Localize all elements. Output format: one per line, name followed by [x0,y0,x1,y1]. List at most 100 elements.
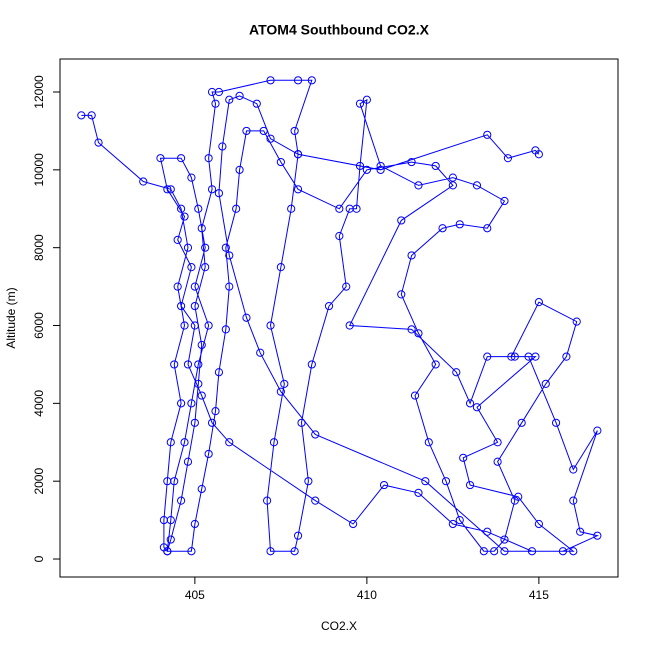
data-point [77,111,86,120]
data-point [166,185,175,194]
data-point [483,130,492,139]
data-point [173,235,182,244]
data-point [362,165,371,174]
data-point [197,484,206,494]
y-tick-label: 2000 [32,468,46,495]
data-point [163,185,172,194]
data-point [379,480,389,490]
data-point [280,379,289,388]
data-point [225,95,234,104]
data-point [176,154,186,163]
data-point [218,142,227,151]
data-point [293,76,303,85]
data-point [287,204,296,213]
data-point [355,161,365,171]
data-point [204,154,213,163]
data-point [503,154,513,163]
data-point [266,547,275,556]
data-point [156,154,165,163]
data-point [242,313,251,322]
data-point [170,360,179,369]
data-point [180,212,189,221]
data-point [507,352,516,361]
data-point [593,531,602,540]
data-point [472,403,482,412]
data-point [194,379,203,388]
data-point [170,477,179,486]
data-point [290,547,299,556]
data-point [176,496,186,505]
data-point [534,519,543,529]
data-point [517,418,526,427]
data-point [214,189,224,198]
data-point [183,360,193,369]
data-point [232,204,241,213]
data-point [242,126,251,136]
data-point [465,480,475,490]
chart-title: ATOM4 Southbound CO2.X [249,22,430,38]
data-point [276,157,285,167]
data-point [355,99,365,108]
data-point [166,516,175,525]
y-tick-label: 10000 [32,153,46,187]
data-point [493,438,502,447]
data-point [269,438,279,447]
data-point [187,263,196,272]
data-point [293,150,303,159]
data-point [183,243,193,252]
data-point [407,157,416,167]
data-point [225,282,234,291]
data-point [256,348,265,357]
data-point [311,430,320,439]
data-point [214,368,224,377]
data-point [311,496,320,505]
data-point [483,527,492,536]
data-point [541,379,550,388]
data-point [214,87,224,97]
data-point [293,531,303,540]
x-tick-label: 415 [529,588,549,602]
data-point [414,181,423,190]
data-point [176,399,186,408]
data-point [531,352,540,361]
y-tick-label: 6000 [32,312,46,339]
data-point [211,407,220,416]
data-point [407,251,416,260]
data-point [500,547,509,556]
data-point [307,360,316,369]
data-point [500,196,509,206]
data-point [187,399,196,408]
data-point [576,527,585,536]
data-point [324,301,334,311]
data-point [207,418,217,427]
x-tick-label: 405 [185,588,205,602]
data-point [349,519,358,529]
data-point [176,204,186,213]
data-point [194,360,203,369]
data-point [414,488,423,497]
data-point [225,438,234,447]
data-point [139,177,148,186]
data-point [204,449,213,459]
data-point [180,438,189,447]
data-point [163,547,172,556]
data-point [345,321,354,330]
data-point [500,535,509,544]
data-point [376,161,385,171]
data-point [276,387,285,396]
data-point [448,173,457,182]
data-point [483,224,492,233]
data-point [465,399,475,408]
x-tick-label: 410 [357,588,377,602]
data-point [472,181,482,190]
data-point [455,220,464,229]
data-point [187,173,196,182]
data-point [166,535,175,544]
data-point [201,263,210,272]
data-point [204,321,213,330]
data-point [397,216,406,225]
data-point [441,477,451,486]
data-point [335,204,344,213]
